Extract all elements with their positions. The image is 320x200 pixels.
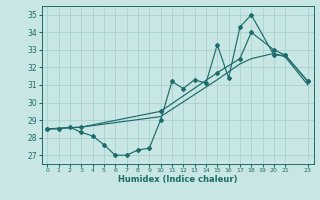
X-axis label: Humidex (Indice chaleur): Humidex (Indice chaleur)	[118, 175, 237, 184]
